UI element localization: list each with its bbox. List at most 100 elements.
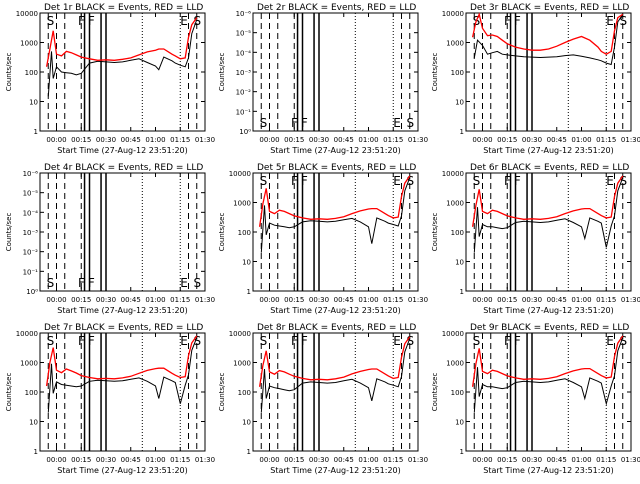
y-tick-label: 10⁻⁴	[236, 49, 252, 57]
x-tick-label: 00:15	[71, 296, 91, 304]
segment-marker: E	[180, 334, 188, 348]
x-tick-label: 00:15	[284, 456, 304, 464]
y-tick-label: 10⁰	[26, 288, 38, 296]
y-tick-label: 10000	[229, 170, 251, 178]
y-tick-label: 10	[29, 99, 38, 107]
segment-marker: S	[193, 334, 201, 348]
y-tick-label: 100	[238, 229, 251, 237]
x-tick-label: 00:00	[46, 456, 66, 464]
x-tick-label: 01:15	[383, 136, 403, 144]
y-tick-label: 10	[242, 259, 251, 267]
x-tick-label: 00:30	[522, 456, 542, 464]
segment-marker: F	[514, 174, 521, 188]
y-tick-label: 10000	[442, 330, 464, 338]
y-axis-label: Counts/sec	[5, 53, 13, 92]
y-tick-label: 10000	[442, 10, 464, 18]
x-tick-label: 01:00	[358, 456, 378, 464]
x-tick-label: 01:00	[358, 296, 378, 304]
x-tick-label: 00:45	[121, 136, 141, 144]
segment-marker: F	[504, 14, 511, 28]
events-series-line	[473, 14, 624, 66]
x-tick-label: 01:15	[170, 456, 190, 464]
segment-marker: S	[47, 334, 55, 348]
lld-series-line	[45, 335, 198, 387]
x-tick-label: 00:00	[472, 296, 492, 304]
y-tick-label: 100	[451, 229, 464, 237]
segment-marker: F	[88, 334, 95, 348]
segment-marker: S	[619, 174, 627, 188]
x-tick-label: 01:30	[621, 456, 640, 464]
segment-marker: S	[47, 14, 55, 28]
y-tick-label: 1000	[446, 40, 464, 48]
x-tick-label: 00:45	[547, 136, 567, 144]
segment-marker: E	[606, 174, 614, 188]
y-axis-label: Counts/sec	[5, 373, 13, 412]
x-tick-label: 00:30	[96, 136, 116, 144]
x-tick-label: 00:00	[259, 136, 279, 144]
x-tick-label: 00:30	[309, 456, 329, 464]
lld-series-line	[471, 175, 624, 227]
segment-marker: E	[180, 14, 188, 28]
y-tick-label: 10⁻⁵	[23, 190, 39, 198]
x-tick-label: 00:15	[497, 456, 517, 464]
segment-marker: F	[301, 116, 308, 130]
segment-marker: S	[260, 334, 268, 348]
segment-marker: F	[291, 116, 298, 130]
x-tick-label: 00:45	[121, 456, 141, 464]
segment-marker: S	[473, 174, 481, 188]
x-tick-label: 01:00	[571, 456, 591, 464]
x-tick-label: 01:30	[195, 456, 215, 464]
x-tick-label: 01:30	[195, 296, 215, 304]
x-tick-label: 01:00	[358, 136, 378, 144]
y-tick-label: 10⁻⁵	[236, 30, 252, 38]
segment-marker: E	[393, 116, 401, 130]
y-tick-label: 10⁻³	[23, 229, 39, 237]
x-axis-label: Start Time (27-Aug-12 23:51:20)	[57, 146, 188, 155]
segment-marker: S	[473, 334, 481, 348]
x-tick-label: 00:45	[547, 456, 567, 464]
y-tick-label: 10⁻¹	[23, 268, 39, 276]
lld-series-line	[471, 12, 624, 55]
segment-marker: S	[619, 334, 627, 348]
segment-marker: F	[291, 334, 298, 348]
x-tick-label: 01:30	[621, 296, 640, 304]
segment-marker: F	[88, 14, 95, 28]
events-series-line	[47, 19, 198, 97]
x-tick-label: 00:15	[71, 456, 91, 464]
y-tick-label: 10⁰	[239, 128, 251, 136]
segment-marker: F	[514, 14, 521, 28]
events-series-line	[260, 177, 411, 253]
y-tick-label: 1	[247, 288, 251, 296]
x-tick-label: 00:15	[497, 136, 517, 144]
x-tick-label: 00:30	[522, 136, 542, 144]
x-tick-label: 01:30	[195, 136, 215, 144]
x-tick-label: 01:15	[170, 296, 190, 304]
x-tick-label: 00:45	[547, 296, 567, 304]
panel-title: Det 9r BLACK = Events, RED = LLD	[470, 323, 629, 333]
y-tick-label: 10⁻²	[23, 249, 39, 257]
x-tick-label: 00:30	[309, 296, 329, 304]
x-axis-label: Start Time (27-Aug-12 23:51:20)	[483, 306, 614, 315]
x-tick-label: 01:30	[408, 136, 428, 144]
lld-series-line	[45, 17, 198, 67]
y-tick-label: 100	[238, 389, 251, 397]
x-tick-label: 01:15	[596, 296, 616, 304]
segment-marker: S	[619, 14, 627, 28]
x-tick-label: 00:15	[497, 296, 517, 304]
segment-marker: F	[78, 276, 85, 290]
panel-title: Det 6r BLACK = Events, RED = LLD	[470, 163, 629, 173]
y-tick-label: 10⁻¹	[236, 108, 252, 116]
x-tick-label: 01:15	[383, 456, 403, 464]
x-tick-label: 00:15	[71, 136, 91, 144]
x-tick-label: 01:15	[383, 296, 403, 304]
panel-title: Det 1r BLACK = Events, RED = LLD	[44, 3, 203, 13]
segment-marker: E	[180, 276, 188, 290]
